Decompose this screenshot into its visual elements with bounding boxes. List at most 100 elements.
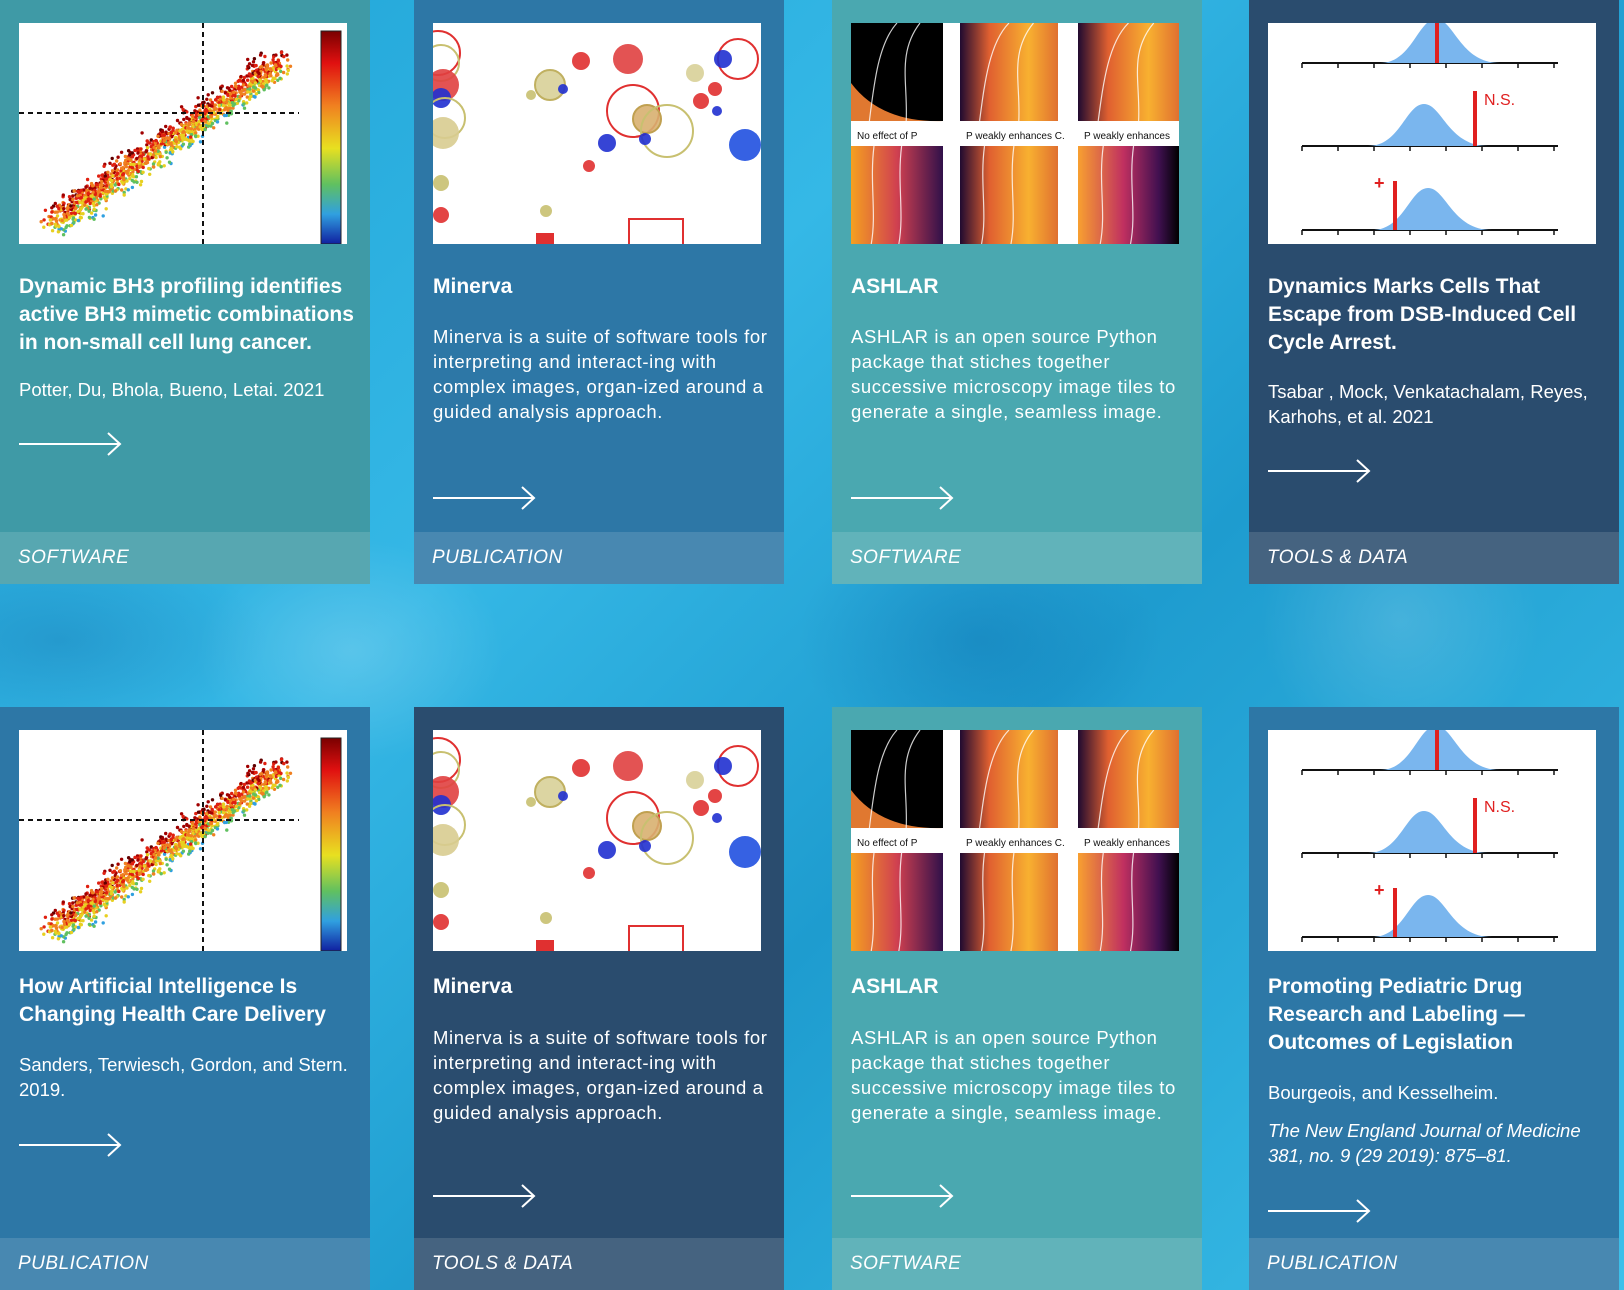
scatter-dot [60, 218, 64, 223]
card-thumbnail[interactable] [433, 730, 761, 951]
scatter-dot [281, 70, 286, 75]
scatter-dot [65, 931, 69, 935]
arrow-right-icon[interactable] [851, 1182, 955, 1210]
scatter-dot [285, 779, 289, 783]
card-dynamics-marks[interactable]: N.S. + Dynamics Marks Cells That Escape f… [1249, 0, 1619, 584]
bubble [639, 133, 651, 145]
arrow-right-icon[interactable] [433, 484, 537, 512]
scatter-dot [128, 883, 132, 888]
scatter-dot [103, 904, 108, 908]
card-authors: Potter, Du, Bhola, Bueno, Letai. 2021 [19, 379, 325, 400]
scatter-dot [42, 932, 46, 936]
scatter-dot [123, 861, 128, 866]
card-minerva-tools[interactable]: Minerva Minerva is a suite of software t… [414, 707, 784, 1290]
scatter-dot [84, 907, 88, 911]
scatter-dot [73, 211, 77, 216]
card-title[interactable]: Promoting Pediatric Drug Research and La… [1268, 975, 1525, 1054]
card-category[interactable]: PUBLICATION [1249, 1238, 1619, 1290]
contour-line [904, 730, 921, 829]
card-thumbnail[interactable] [433, 23, 761, 244]
card-bh3-profiling[interactable]: Dynamic BH3 profiling identifies active … [0, 0, 370, 584]
scatter-dot [206, 831, 210, 835]
card-category[interactable]: SOFTWARE [832, 1238, 1202, 1290]
card-ashlar-software[interactable]: No effect of P P weakly enhances C. P weak… [832, 707, 1202, 1290]
scatter-dot [91, 897, 95, 901]
arrow-right-icon[interactable] [19, 1131, 123, 1159]
card-thumbnail[interactable]: No effect of P P weakly enhances C. P weak… [851, 730, 1179, 951]
card-pediatric-drug[interactable]: N.S. + Promoting Pediatric Drug Research … [1249, 707, 1619, 1290]
card-title[interactable]: ASHLAR [851, 975, 939, 998]
scatter-dot [119, 150, 124, 154]
contour-line [904, 23, 921, 122]
scatter-dot [247, 769, 252, 773]
scatter-dot [57, 225, 61, 229]
scatter-dot [174, 139, 179, 144]
scatter-dot [145, 867, 150, 872]
scatter-dot [286, 58, 290, 62]
card-category[interactable]: PUBLICATION [0, 1238, 370, 1290]
scatter-dot [245, 95, 249, 99]
scatter-dot [87, 209, 91, 213]
scatter-dot [271, 783, 275, 787]
card-category[interactable]: SOFTWARE [832, 532, 1202, 584]
scatter-dot [110, 182, 114, 187]
scatter-dot [251, 796, 256, 800]
card-title[interactable]: Minerva [433, 975, 513, 998]
scatter-dot [113, 189, 118, 193]
scatter-dot [209, 114, 213, 118]
scatter-dot [226, 799, 230, 803]
arrow-right-icon[interactable] [19, 430, 123, 458]
card-thumbnail[interactable]: No effect of P P weakly enhances C. P weak… [851, 23, 1179, 244]
scatter-dot [153, 856, 158, 860]
scatter-dot [274, 760, 278, 764]
scatter-dot [85, 884, 90, 889]
arrow-right-icon[interactable] [851, 484, 955, 512]
contour-line [980, 852, 986, 951]
scatter-dot [231, 106, 235, 110]
scatter-dot [93, 213, 98, 217]
contour-line [870, 145, 875, 244]
scatter-dot [230, 791, 234, 796]
contour-line [1099, 852, 1104, 951]
card-ashlar[interactable]: No effect of P P weakly enhances C. P weak… [832, 0, 1202, 584]
scatter-dot [235, 101, 240, 106]
arrow-right-icon[interactable] [433, 1182, 537, 1210]
card-category[interactable]: TOOLS & DATA [1249, 532, 1619, 584]
card-title[interactable]: Minerva [433, 275, 513, 298]
card-title[interactable]: ASHLAR [851, 275, 939, 298]
card-category[interactable]: TOOLS & DATA [414, 1238, 784, 1290]
scatter-dot [85, 895, 89, 899]
card-thumbnail[interactable]: N.S. + [1268, 730, 1596, 951]
scatter-dot [162, 133, 166, 137]
card-category[interactable]: SOFTWARE [0, 532, 370, 584]
card-title[interactable]: How Artificial Intelligence Is Changing … [19, 975, 326, 1026]
bubble [613, 751, 643, 781]
scatter-dot [67, 902, 72, 906]
scatter-dot [167, 848, 171, 852]
card-thumbnail[interactable] [19, 730, 347, 951]
card-thumbnail[interactable]: N.S. + [1268, 23, 1596, 244]
scatter-dot [178, 128, 182, 132]
scatter-dot [206, 800, 210, 804]
scatter-dot [119, 857, 124, 861]
scatter-dot [78, 200, 82, 204]
card-title[interactable]: Dynamic BH3 profiling identifies active … [19, 275, 354, 354]
scatter-dot [69, 204, 73, 208]
arrow-right-icon[interactable] [1268, 457, 1372, 485]
scatter-dot [72, 220, 76, 225]
card-ai-health-care[interactable]: How Artificial Intelligence Is Changing … [0, 707, 370, 1290]
arrow-right-icon[interactable] [1268, 1197, 1372, 1225]
card-title[interactable]: Dynamics Marks Cells That Escape from DS… [1268, 275, 1577, 354]
scatter-dot [67, 195, 72, 199]
scatter-dot [210, 828, 215, 833]
contour-line [979, 730, 1010, 829]
scatter-dot [213, 103, 217, 107]
scatter-dot [124, 865, 128, 869]
card-minerva[interactable]: Minerva Minerva is a suite of software t… [414, 0, 784, 584]
scatter-dot [95, 910, 99, 914]
card-thumbnail[interactable] [19, 23, 347, 244]
scatter-dot [209, 124, 213, 128]
card-category[interactable]: PUBLICATION [414, 532, 784, 584]
bubble [558, 84, 568, 94]
scatter-dot [153, 149, 158, 153]
